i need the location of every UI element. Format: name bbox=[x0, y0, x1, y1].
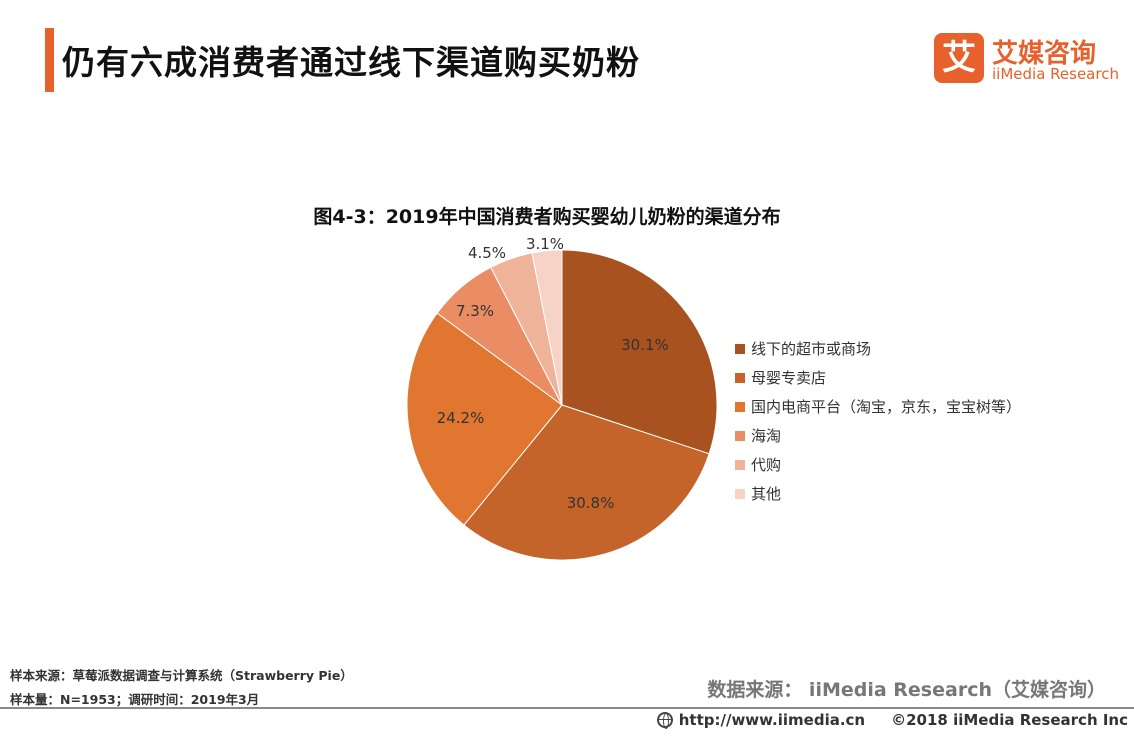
legend-label: 其他 bbox=[751, 485, 782, 503]
chart-title: 图4-3：2019年中国消费者购买婴幼儿奶粉的渠道分布 bbox=[313, 206, 781, 228]
legend-label: 母婴专卖店 bbox=[751, 369, 827, 387]
pie-value-label-3: 24.2% bbox=[437, 409, 485, 427]
pie-slice-6 bbox=[531, 249, 563, 406]
pie-value-label-6: 3.1% bbox=[526, 235, 564, 253]
logo-name-en: iiMedia Research bbox=[992, 65, 1119, 83]
pie-value-label-5: 4.5% bbox=[468, 244, 506, 262]
legend-swatch bbox=[735, 401, 745, 412]
legend-swatch bbox=[735, 488, 745, 499]
footer-copyright: ©2018 iiMedia Research Inc bbox=[891, 711, 1128, 729]
legend-item-4: 海淘 bbox=[735, 421, 1021, 450]
pie-value-label-2: 30.8% bbox=[567, 494, 615, 512]
legend-item-3: 国内电商平台（淘宝，京东，宝宝树等） bbox=[735, 392, 1021, 421]
logo-mark-icon: 艾 bbox=[934, 33, 984, 83]
pie-slice-2 bbox=[463, 404, 710, 561]
pie-slice-3 bbox=[406, 312, 563, 526]
legend-label: 代购 bbox=[751, 456, 782, 474]
legend-swatch bbox=[735, 430, 745, 441]
footer: http://www.iimedia.cn ©2018 iiMedia Rese… bbox=[656, 711, 1128, 729]
footer-divider bbox=[0, 707, 1134, 709]
legend-item-1: 线下的超市或商场 bbox=[735, 334, 1021, 363]
globe-icon bbox=[656, 712, 673, 729]
logo-name-cn: 艾媒咨询 bbox=[992, 39, 1097, 69]
title-accent-bar bbox=[45, 28, 54, 92]
legend-swatch bbox=[735, 459, 745, 470]
legend-swatch bbox=[735, 372, 745, 383]
legend-item-5: 代购 bbox=[735, 450, 1021, 479]
legend-item-6: 其他 bbox=[735, 479, 1021, 508]
iimedia-logo[interactable]: 艾 艾媒咨询 iiMedia Research bbox=[934, 33, 1119, 87]
sample-source-note: 样本来源：草莓派数据调查与计算系统（Strawberry Pie） bbox=[10, 668, 353, 683]
pie-value-label-4: 7.3% bbox=[456, 302, 494, 320]
pie-value-label-1: 30.1% bbox=[621, 336, 669, 354]
legend-label: 线下的超市或商场 bbox=[751, 340, 872, 358]
legend-label: 国内电商平台（淘宝，京东，宝宝树等） bbox=[751, 398, 1022, 416]
footer-url-link[interactable]: http://www.iimedia.cn bbox=[678, 711, 866, 729]
data-source-label: 数据来源： iiMedia Research（艾媒咨询） bbox=[707, 679, 1106, 701]
logo-mark-glyph: 艾 bbox=[942, 38, 976, 78]
legend-item-2: 母婴专卖店 bbox=[735, 363, 1021, 392]
sample-size-note: 样本量：N=1953；调研时间：2019年3月 bbox=[10, 692, 260, 707]
pie-slice-1 bbox=[561, 249, 718, 455]
chart-legend: 线下的超市或商场 母婴专卖店国内电商平台（淘宝，京东，宝宝树等） 海淘代购其他 bbox=[735, 334, 1021, 508]
legend-label: 海淘 bbox=[751, 427, 782, 445]
legend-swatch bbox=[735, 343, 745, 354]
page-title: 仍有六成消费者通过线下渠道购买奶粉 bbox=[62, 43, 640, 82]
